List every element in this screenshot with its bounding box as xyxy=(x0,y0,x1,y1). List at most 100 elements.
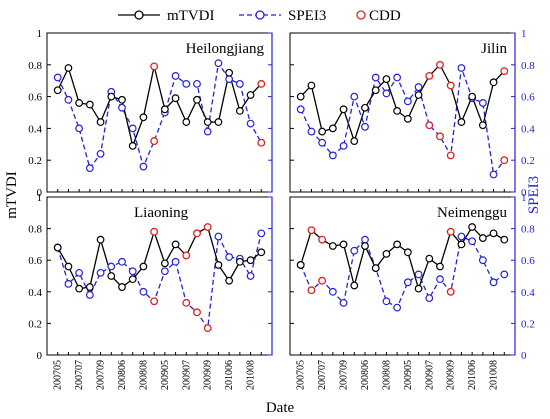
point-spei3 xyxy=(318,138,327,147)
point-mtvdi xyxy=(225,68,234,77)
point-spei3 xyxy=(403,97,412,106)
point-mtvdi xyxy=(107,272,116,280)
point-cdd xyxy=(318,276,327,285)
point-mtvdi xyxy=(171,240,180,249)
point-spei3 xyxy=(414,83,423,91)
point-mtvdi xyxy=(403,248,412,257)
point-spei3 xyxy=(414,270,423,279)
point-cdd xyxy=(182,251,191,260)
point-spei3 xyxy=(382,297,391,306)
x-tick-label: 200806 xyxy=(117,360,128,390)
legend-spei3: SPEI3 xyxy=(239,8,326,24)
point-mtvdi xyxy=(307,81,316,90)
point-cdd xyxy=(446,287,455,296)
point-spei3 xyxy=(235,79,244,88)
point-spei3 xyxy=(403,278,412,287)
point-mtvdi xyxy=(296,261,305,269)
point-spei3 xyxy=(339,298,348,307)
point-mtvdi xyxy=(203,118,212,126)
point-spei3 xyxy=(139,287,148,296)
point-mtvdi xyxy=(328,242,337,250)
point-spei3 xyxy=(328,151,337,160)
x-tick-label: 201008 xyxy=(246,360,257,390)
point-mtvdi xyxy=(182,118,191,126)
x-tick-label: 200905 xyxy=(160,360,171,390)
point-spei3 xyxy=(478,99,487,107)
point-cdd xyxy=(425,71,434,80)
y-tick-label-right: 0.4 xyxy=(521,287,535,299)
point-cdd xyxy=(150,137,159,146)
y-tick-label-left: 0.6 xyxy=(28,255,42,267)
point-spei3 xyxy=(182,79,191,88)
x-tick-label: 200909 xyxy=(203,360,214,390)
point-mtvdi xyxy=(118,283,126,291)
point-mtvdi xyxy=(500,235,509,244)
panel-jilin: 0 0.2 0.4 0.6 0.8 1 Jilin xyxy=(289,28,535,199)
point-cdd xyxy=(318,235,327,244)
x-tick-label: 200907 xyxy=(424,360,435,390)
point-spei3 xyxy=(350,92,359,101)
point-spei3 xyxy=(75,268,84,277)
point-mtvdi xyxy=(171,94,180,103)
x-tick-label: 200907 xyxy=(181,360,192,390)
x-tick-label: 201006 xyxy=(224,360,235,390)
point-mtvdi xyxy=(64,262,73,271)
point-mtvdi xyxy=(85,283,94,291)
point-mtvdi xyxy=(160,105,169,114)
x-tick-label: 200705 xyxy=(296,360,307,390)
legend-mtvdi-label: mTVDI xyxy=(167,8,215,24)
point-mtvdi xyxy=(328,124,337,133)
point-mtvdi xyxy=(489,78,498,87)
point-mtvdi xyxy=(193,95,201,104)
y-tick-label-right: 0 xyxy=(521,350,527,362)
point-spei3 xyxy=(393,303,402,312)
point-mtvdi xyxy=(339,105,348,114)
point-cdd xyxy=(436,132,444,141)
x-tick-label: 200905 xyxy=(403,360,414,390)
y-tick-label-left: 0 xyxy=(37,350,43,362)
point-mtvdi xyxy=(96,118,105,126)
point-mtvdi xyxy=(160,259,169,268)
point-mtvdi xyxy=(246,91,255,99)
point-spei3 xyxy=(64,280,73,288)
point-cdd xyxy=(150,62,159,71)
point-mtvdi xyxy=(393,107,402,115)
point-mtvdi xyxy=(478,121,487,130)
point-mtvdi xyxy=(339,240,348,249)
point-spei3 xyxy=(425,294,434,303)
point-mtvdi xyxy=(107,92,116,101)
point-mtvdi xyxy=(361,242,369,250)
panel-title: Heilongjiang xyxy=(186,41,265,57)
point-spei3 xyxy=(75,124,84,133)
point-spei3 xyxy=(214,59,223,68)
point-mtvdi xyxy=(468,223,477,231)
point-spei3 xyxy=(296,105,305,114)
y-tick-label-right: 1 xyxy=(521,28,527,40)
y-tick-label-left: 0.2 xyxy=(28,155,42,167)
point-mtvdi xyxy=(350,281,359,290)
legend-cdd: CDD xyxy=(356,8,401,24)
point-mtvdi xyxy=(139,113,148,122)
point-mtvdi xyxy=(235,257,244,266)
point-mtvdi xyxy=(361,103,369,112)
legend: mTVDI SPEI3 CDD xyxy=(118,8,401,24)
point-spei3 xyxy=(468,237,477,246)
point-mtvdi xyxy=(96,235,105,244)
point-mtvdi xyxy=(85,100,94,109)
point-mtvdi xyxy=(225,276,234,285)
point-cdd xyxy=(436,60,444,69)
point-spei3 xyxy=(361,235,369,244)
point-spei3 xyxy=(128,267,137,276)
point-spei3 xyxy=(457,64,466,72)
point-spei3 xyxy=(118,257,126,266)
point-spei3 xyxy=(350,246,359,255)
y-tick-label-right: 0.2 xyxy=(521,318,535,330)
point-mtvdi xyxy=(128,275,137,284)
point-cdd xyxy=(203,324,212,333)
point-spei3 xyxy=(246,272,255,280)
x-tick-label: 200707 xyxy=(74,360,85,390)
point-mtvdi xyxy=(75,99,84,107)
y-tick-label-left: 0.8 xyxy=(28,60,42,72)
panel-title: Liaoning xyxy=(134,205,189,221)
